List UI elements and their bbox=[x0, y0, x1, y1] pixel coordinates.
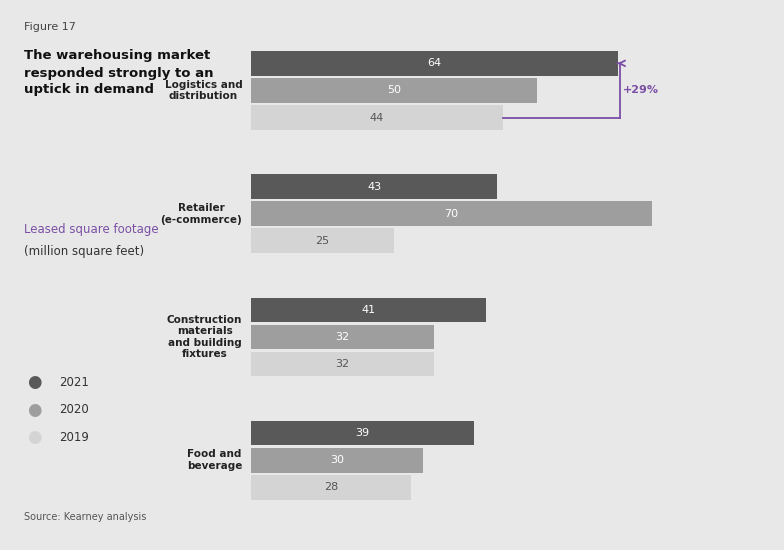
Text: 30: 30 bbox=[330, 455, 344, 465]
Bar bbox=[251, 298, 486, 322]
Text: 2020: 2020 bbox=[59, 403, 89, 416]
Bar bbox=[251, 352, 434, 376]
Text: 39: 39 bbox=[355, 428, 370, 438]
Text: Logistics and
distribution: Logistics and distribution bbox=[165, 80, 242, 101]
Text: ●: ● bbox=[27, 401, 42, 419]
Text: 64: 64 bbox=[427, 58, 441, 68]
Bar bbox=[251, 448, 423, 472]
Text: 44: 44 bbox=[370, 113, 384, 123]
Bar bbox=[251, 421, 474, 446]
Bar bbox=[251, 174, 497, 199]
Bar bbox=[251, 228, 394, 253]
Text: 32: 32 bbox=[336, 359, 350, 369]
Text: Food and
beverage: Food and beverage bbox=[187, 449, 242, 471]
Text: ●: ● bbox=[27, 373, 42, 391]
Bar bbox=[251, 105, 503, 130]
Text: 70: 70 bbox=[445, 208, 459, 219]
Bar bbox=[251, 51, 618, 76]
Text: 28: 28 bbox=[324, 482, 338, 492]
Bar bbox=[251, 475, 412, 499]
Text: 41: 41 bbox=[361, 305, 376, 315]
Text: ●: ● bbox=[27, 428, 42, 446]
Text: Construction
materials
and building
fixtures: Construction materials and building fixt… bbox=[167, 315, 242, 359]
Bar bbox=[251, 324, 434, 349]
Bar bbox=[251, 78, 537, 103]
Text: 43: 43 bbox=[367, 182, 381, 191]
Text: 25: 25 bbox=[315, 236, 329, 246]
Text: 2021: 2021 bbox=[59, 376, 89, 389]
Text: The warehousing market
responded strongly to an
uptick in demand: The warehousing market responded strongl… bbox=[24, 50, 213, 96]
Text: 32: 32 bbox=[336, 332, 350, 342]
Text: Source: Kearney analysis: Source: Kearney analysis bbox=[24, 513, 146, 522]
Text: 50: 50 bbox=[387, 85, 401, 96]
Bar bbox=[251, 201, 652, 226]
Text: Leased square footage: Leased square footage bbox=[24, 223, 158, 236]
Text: +29%: +29% bbox=[623, 85, 659, 96]
Text: Figure 17: Figure 17 bbox=[24, 22, 75, 32]
Text: (million square feet): (million square feet) bbox=[24, 245, 143, 258]
Text: 2019: 2019 bbox=[59, 431, 89, 444]
Text: Retailer
(e-commerce): Retailer (e-commerce) bbox=[161, 203, 242, 224]
